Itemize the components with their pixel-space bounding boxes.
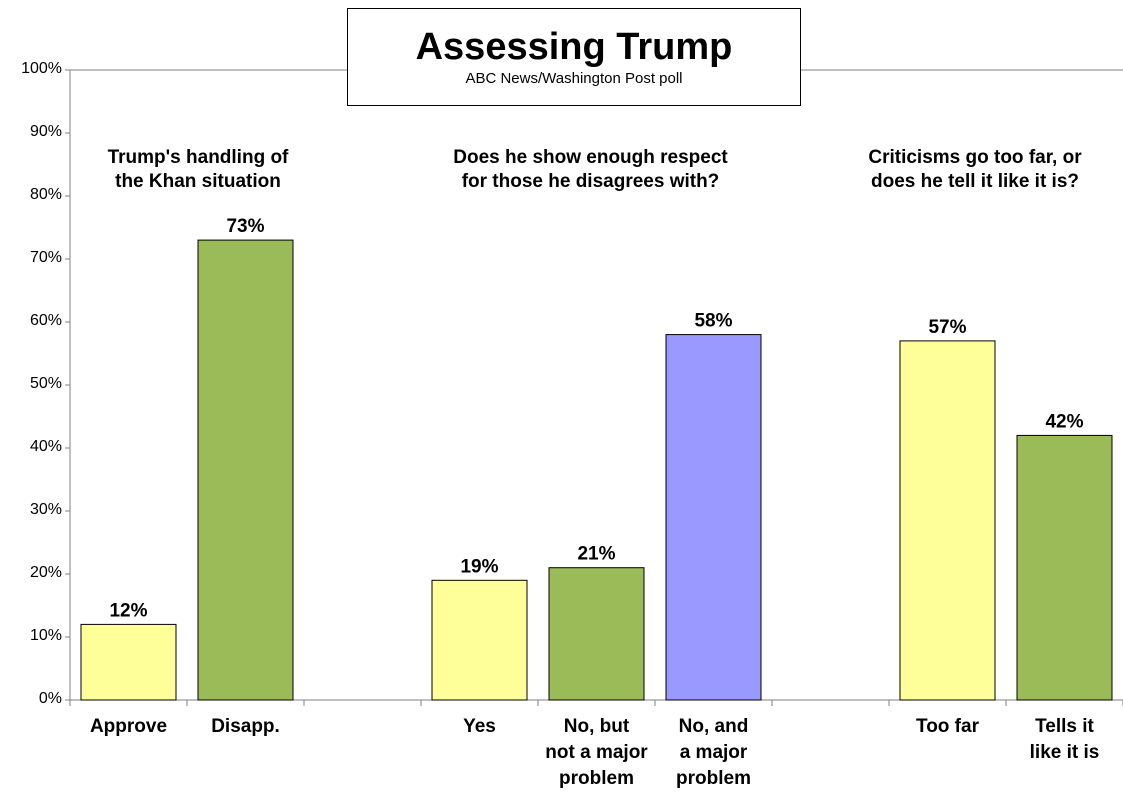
data-label: 42% [1045,411,1083,432]
y-tick-label: 10% [29,627,62,644]
y-tick-label: 40% [29,438,62,455]
category-label: No, and [679,716,749,737]
bar [197,239,294,701]
y-tick-label: 80% [29,186,62,203]
bar [899,340,996,701]
x-axis-ticks [69,700,1123,706]
category-label: Too far [916,716,980,737]
title-box: Assessing Trump ABC News/Washington Post… [347,8,801,106]
category-label: Yes [463,716,496,737]
group-heading-respect: Does he show enough respect for those he… [393,146,788,194]
data-label: 58% [694,311,732,332]
group-heading-line: does he tell it like it is? [871,171,1079,192]
data-labels: 12% 73% 19% 21% 58% 57% 42% [109,216,1083,621]
group-heading-line: for those he disagrees with? [461,171,720,192]
category-label: like it is [1030,742,1100,763]
data-label: 19% [460,556,498,577]
y-tick-label: 90% [29,123,62,140]
chart-subtitle: ABC News/Washington Post poll [465,70,683,87]
bar [1016,434,1113,701]
y-axis-ticks [65,69,70,701]
category-label: Tells it [1035,716,1094,737]
data-label: 57% [928,317,966,338]
category-label: Disapp. [211,716,280,737]
y-tick-label: 70% [29,249,62,266]
data-label: 21% [577,544,615,565]
group-heading-line: Trump's handling of [107,147,289,168]
group-heading-khan: Trump's handling of the Khan situation [70,146,326,194]
category-label: problem [676,768,751,789]
group-heading-line: the Khan situation [115,171,281,192]
y-tick-label: 20% [29,564,62,581]
category-label: not a major [545,742,648,763]
category-label: Approve [90,716,167,737]
group-heading-criticisms: Criticisms go too far, or does he tell i… [830,146,1120,194]
bar [665,334,762,701]
chart-title: Assessing Trump [415,26,733,68]
y-tick-label: 50% [29,375,62,392]
bars [80,239,1113,701]
data-label: 12% [109,600,147,621]
bar [80,623,177,701]
y-tick-label: 60% [29,312,62,329]
category-labels: Approve Disapp. Yes No, but not a major probl… [90,716,1099,789]
group-heading-line: Does he show enough respect [453,147,728,168]
y-tick-label: 30% [29,501,62,518]
bar [548,567,645,701]
y-tick-label: 0% [38,690,62,707]
category-label: problem [559,768,634,789]
category-label: No, but [564,716,630,737]
group-heading-line: Criticisms go too far, or [868,147,1082,168]
category-label: a major [680,742,748,763]
bar [431,579,528,701]
data-label: 73% [226,216,264,237]
y-tick-label: 100% [21,60,62,77]
